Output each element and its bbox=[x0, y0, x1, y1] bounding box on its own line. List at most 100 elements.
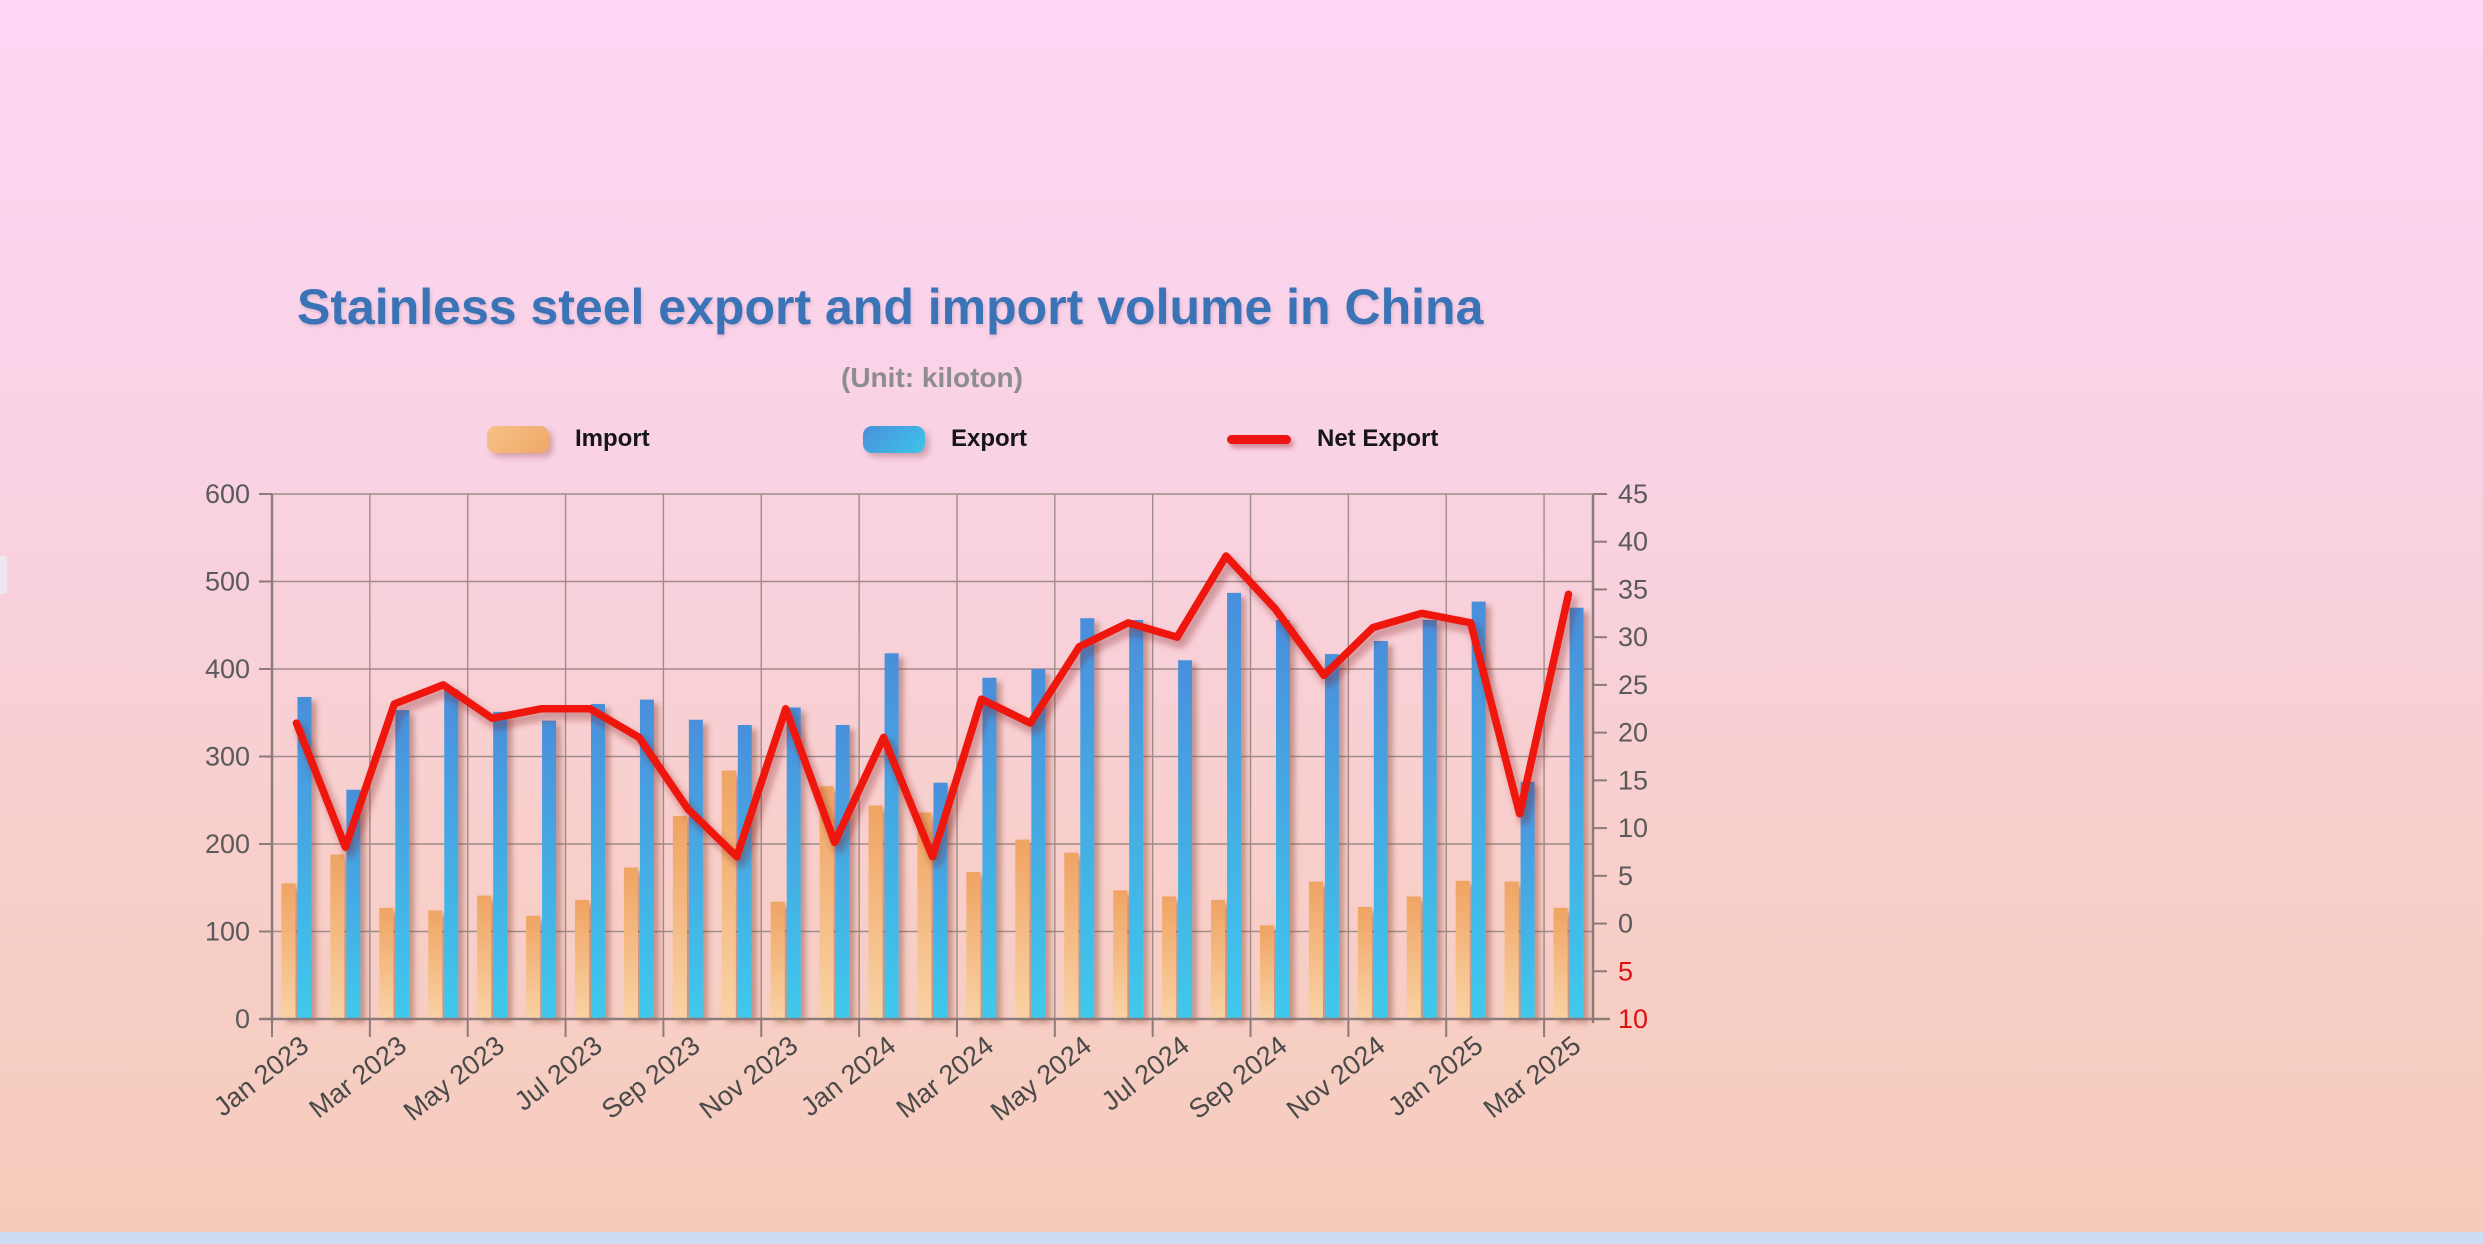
export-bar bbox=[493, 711, 508, 1019]
export-swatch-icon bbox=[863, 425, 925, 453]
import-bar bbox=[672, 816, 687, 1019]
svg-text:15: 15 bbox=[1618, 765, 1648, 795]
import-bar bbox=[770, 901, 785, 1019]
svg-text:May 2023: May 2023 bbox=[398, 1030, 510, 1127]
import-bar bbox=[1504, 881, 1519, 1019]
svg-text:400: 400 bbox=[205, 654, 250, 684]
net-export-line-swatch-icon bbox=[1227, 434, 1291, 444]
import-bar bbox=[1455, 880, 1470, 1019]
right-axis-labels: 45 40 35 30 25 20 15 10 5 0 5 10 bbox=[1618, 479, 1648, 1034]
import-bar bbox=[575, 900, 590, 1019]
import-bar bbox=[917, 812, 932, 1019]
import-bar bbox=[868, 805, 883, 1019]
legend-label-net-export: Net Export bbox=[1317, 425, 1439, 452]
export-bar bbox=[297, 697, 312, 1019]
import-bar bbox=[477, 895, 492, 1019]
svg-text:300: 300 bbox=[205, 742, 250, 772]
svg-text:Jan 2024: Jan 2024 bbox=[795, 1030, 901, 1122]
import-bar bbox=[966, 872, 981, 1019]
svg-text:Mar 2024: Mar 2024 bbox=[891, 1030, 999, 1124]
import-bar bbox=[281, 883, 296, 1019]
left-axis-labels: 0 100 200 300 400 500 600 bbox=[205, 479, 250, 1034]
svg-text:5: 5 bbox=[1618, 956, 1633, 986]
svg-text:Sep 2024: Sep 2024 bbox=[1183, 1030, 1293, 1125]
export-bar bbox=[1129, 620, 1144, 1019]
import-swatch-icon bbox=[487, 425, 549, 453]
svg-text:5: 5 bbox=[1618, 861, 1633, 891]
export-bar bbox=[982, 677, 997, 1019]
svg-text:Nov 2023: Nov 2023 bbox=[694, 1030, 804, 1125]
svg-text:35: 35 bbox=[1618, 574, 1648, 604]
export-bar bbox=[835, 725, 850, 1019]
axis-ticks bbox=[259, 493, 1607, 1037]
svg-text:Nov 2024: Nov 2024 bbox=[1281, 1030, 1391, 1125]
import-bar bbox=[1015, 839, 1030, 1019]
import-bar bbox=[526, 915, 541, 1019]
svg-text:40: 40 bbox=[1618, 527, 1648, 557]
import-bar bbox=[379, 907, 394, 1019]
import-bar bbox=[1406, 896, 1421, 1019]
svg-text:Jan 2023: Jan 2023 bbox=[208, 1030, 314, 1122]
export-bar bbox=[346, 789, 361, 1019]
export-bar bbox=[1422, 620, 1437, 1019]
export-bar bbox=[1471, 601, 1486, 1019]
bottom-strip bbox=[0, 1232, 2483, 1244]
legend-label-export: Export bbox=[951, 425, 1028, 452]
svg-text:0: 0 bbox=[1618, 909, 1633, 939]
export-bar bbox=[639, 699, 654, 1019]
legend-label-import: Import bbox=[575, 425, 650, 452]
import-bar bbox=[1064, 852, 1079, 1019]
import-bar bbox=[819, 786, 834, 1019]
export-bar bbox=[786, 707, 801, 1019]
import-bar bbox=[1357, 907, 1372, 1019]
chart-title: Stainless steel export and import volume… bbox=[297, 279, 1484, 335]
screen-edge-artifact bbox=[0, 556, 7, 594]
horizontal-gridlines bbox=[272, 493, 1593, 1020]
import-bar bbox=[1553, 907, 1568, 1019]
export-bar bbox=[1275, 620, 1290, 1019]
export-bar bbox=[444, 689, 459, 1019]
export-bar bbox=[395, 710, 410, 1019]
svg-text:30: 30 bbox=[1618, 622, 1648, 652]
svg-text:0: 0 bbox=[235, 1004, 250, 1034]
svg-text:Jul 2024: Jul 2024 bbox=[1096, 1030, 1195, 1116]
import-bar bbox=[1113, 890, 1128, 1019]
export-bar bbox=[1569, 607, 1584, 1019]
export-bar bbox=[884, 653, 899, 1019]
svg-text:20: 20 bbox=[1618, 718, 1648, 748]
export-bars bbox=[297, 592, 1584, 1019]
svg-text:45: 45 bbox=[1618, 479, 1648, 509]
svg-text:100: 100 bbox=[205, 917, 250, 947]
export-bar bbox=[1227, 592, 1242, 1019]
svg-text:Mar 2023: Mar 2023 bbox=[304, 1030, 412, 1124]
legend-item-import[interactable]: Import bbox=[487, 424, 650, 454]
import-bar bbox=[1308, 881, 1323, 1019]
import-bar bbox=[330, 854, 345, 1019]
export-bar bbox=[688, 719, 703, 1019]
import-bar bbox=[1211, 900, 1226, 1019]
svg-text:Mar 2025: Mar 2025 bbox=[1478, 1030, 1586, 1124]
import-bar bbox=[428, 910, 443, 1019]
chart-subtitle: (Unit: kiloton) bbox=[841, 362, 1023, 393]
net-export-line bbox=[292, 552, 1573, 861]
svg-text:May 2024: May 2024 bbox=[985, 1030, 1097, 1127]
import-bar bbox=[623, 867, 638, 1019]
export-bar bbox=[1324, 654, 1339, 1019]
import-bars bbox=[281, 770, 1568, 1019]
export-bar bbox=[1373, 641, 1388, 1019]
svg-text:10: 10 bbox=[1618, 813, 1648, 843]
legend-item-net-export[interactable]: Net Export bbox=[1227, 424, 1438, 454]
export-bar bbox=[1031, 669, 1046, 1019]
svg-text:500: 500 bbox=[205, 567, 250, 597]
import-bar bbox=[1259, 925, 1274, 1019]
legend-item-export[interactable]: Export bbox=[863, 424, 1027, 454]
svg-text:600: 600 bbox=[205, 479, 250, 509]
svg-text:Jan 2025: Jan 2025 bbox=[1382, 1030, 1488, 1122]
import-bar bbox=[721, 770, 736, 1019]
export-bar bbox=[1520, 781, 1535, 1019]
import-bar bbox=[1162, 896, 1177, 1019]
export-bar bbox=[591, 704, 606, 1019]
